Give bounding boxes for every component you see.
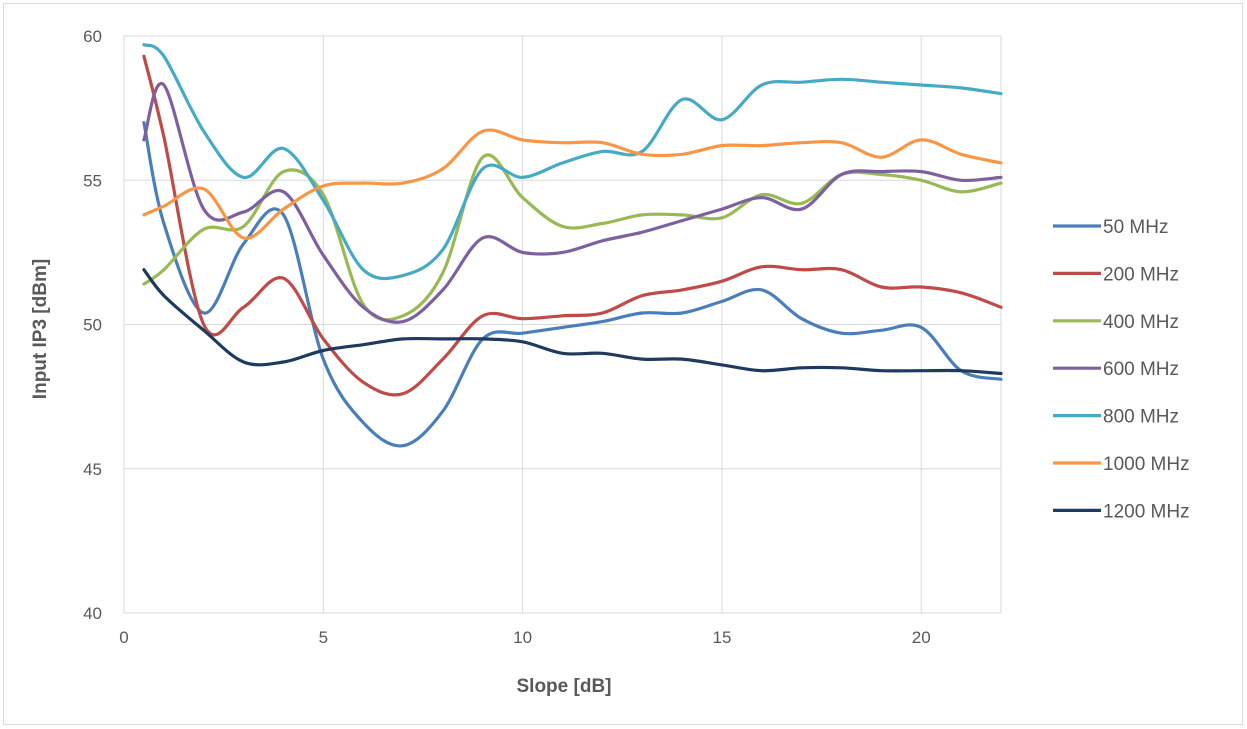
y-axis-title: Input IP3 [dBm] bbox=[30, 259, 51, 399]
y-tick-label: 45 bbox=[83, 460, 102, 479]
x-tick-label: 10 bbox=[513, 628, 532, 647]
series-line-800-mhz bbox=[142, 43, 1003, 281]
x-axis-title: Slope [dB] bbox=[517, 676, 612, 697]
gridlines bbox=[123, 35, 1002, 614]
legend-label: 50 MHz bbox=[1103, 217, 1168, 238]
series-lines bbox=[142, 43, 1003, 448]
x-tick-label: 15 bbox=[712, 628, 731, 647]
series-line-50-mhz bbox=[142, 121, 1003, 448]
line-chart: 0 5 10 15 20 40 45 50 55 60 50 MHz 200 MHz 400 MHz… bbox=[30, 27, 1190, 697]
series-line-400-mhz bbox=[142, 153, 1003, 322]
chart-frame: 0 5 10 15 20 40 45 50 55 60 50 MHz 200 MHz 400 MHz… bbox=[3, 3, 1243, 725]
x-tick-label: 20 bbox=[912, 628, 931, 647]
legend-label: 1200 MHz bbox=[1103, 501, 1190, 522]
x-tick-label: 5 bbox=[319, 628, 328, 647]
y-tick-labels: 40 45 50 55 60 bbox=[83, 27, 102, 623]
series-line-1200-mhz bbox=[142, 268, 1003, 376]
legend-label: 800 MHz bbox=[1103, 407, 1179, 428]
legend: 50 MHz 200 MHz 400 MHz 600 MHz 800 MHz 1000 M… bbox=[1053, 217, 1190, 522]
legend-label: 200 MHz bbox=[1103, 264, 1179, 285]
y-tick-label: 50 bbox=[83, 316, 102, 335]
series-line-200-mhz bbox=[142, 54, 1003, 397]
x-tick-label: 0 bbox=[119, 628, 128, 647]
legend-label: 400 MHz bbox=[1103, 312, 1179, 333]
y-tick-label: 40 bbox=[83, 604, 102, 623]
series-line-1000-mhz bbox=[142, 128, 1003, 240]
series-line-600-mhz bbox=[142, 81, 1003, 324]
y-tick-label: 55 bbox=[83, 171, 102, 190]
x-tick-labels: 0 5 10 15 20 bbox=[119, 628, 930, 647]
legend-label: 1000 MHz bbox=[1103, 454, 1190, 475]
legend-label: 600 MHz bbox=[1103, 359, 1179, 380]
y-tick-label: 60 bbox=[83, 27, 102, 46]
